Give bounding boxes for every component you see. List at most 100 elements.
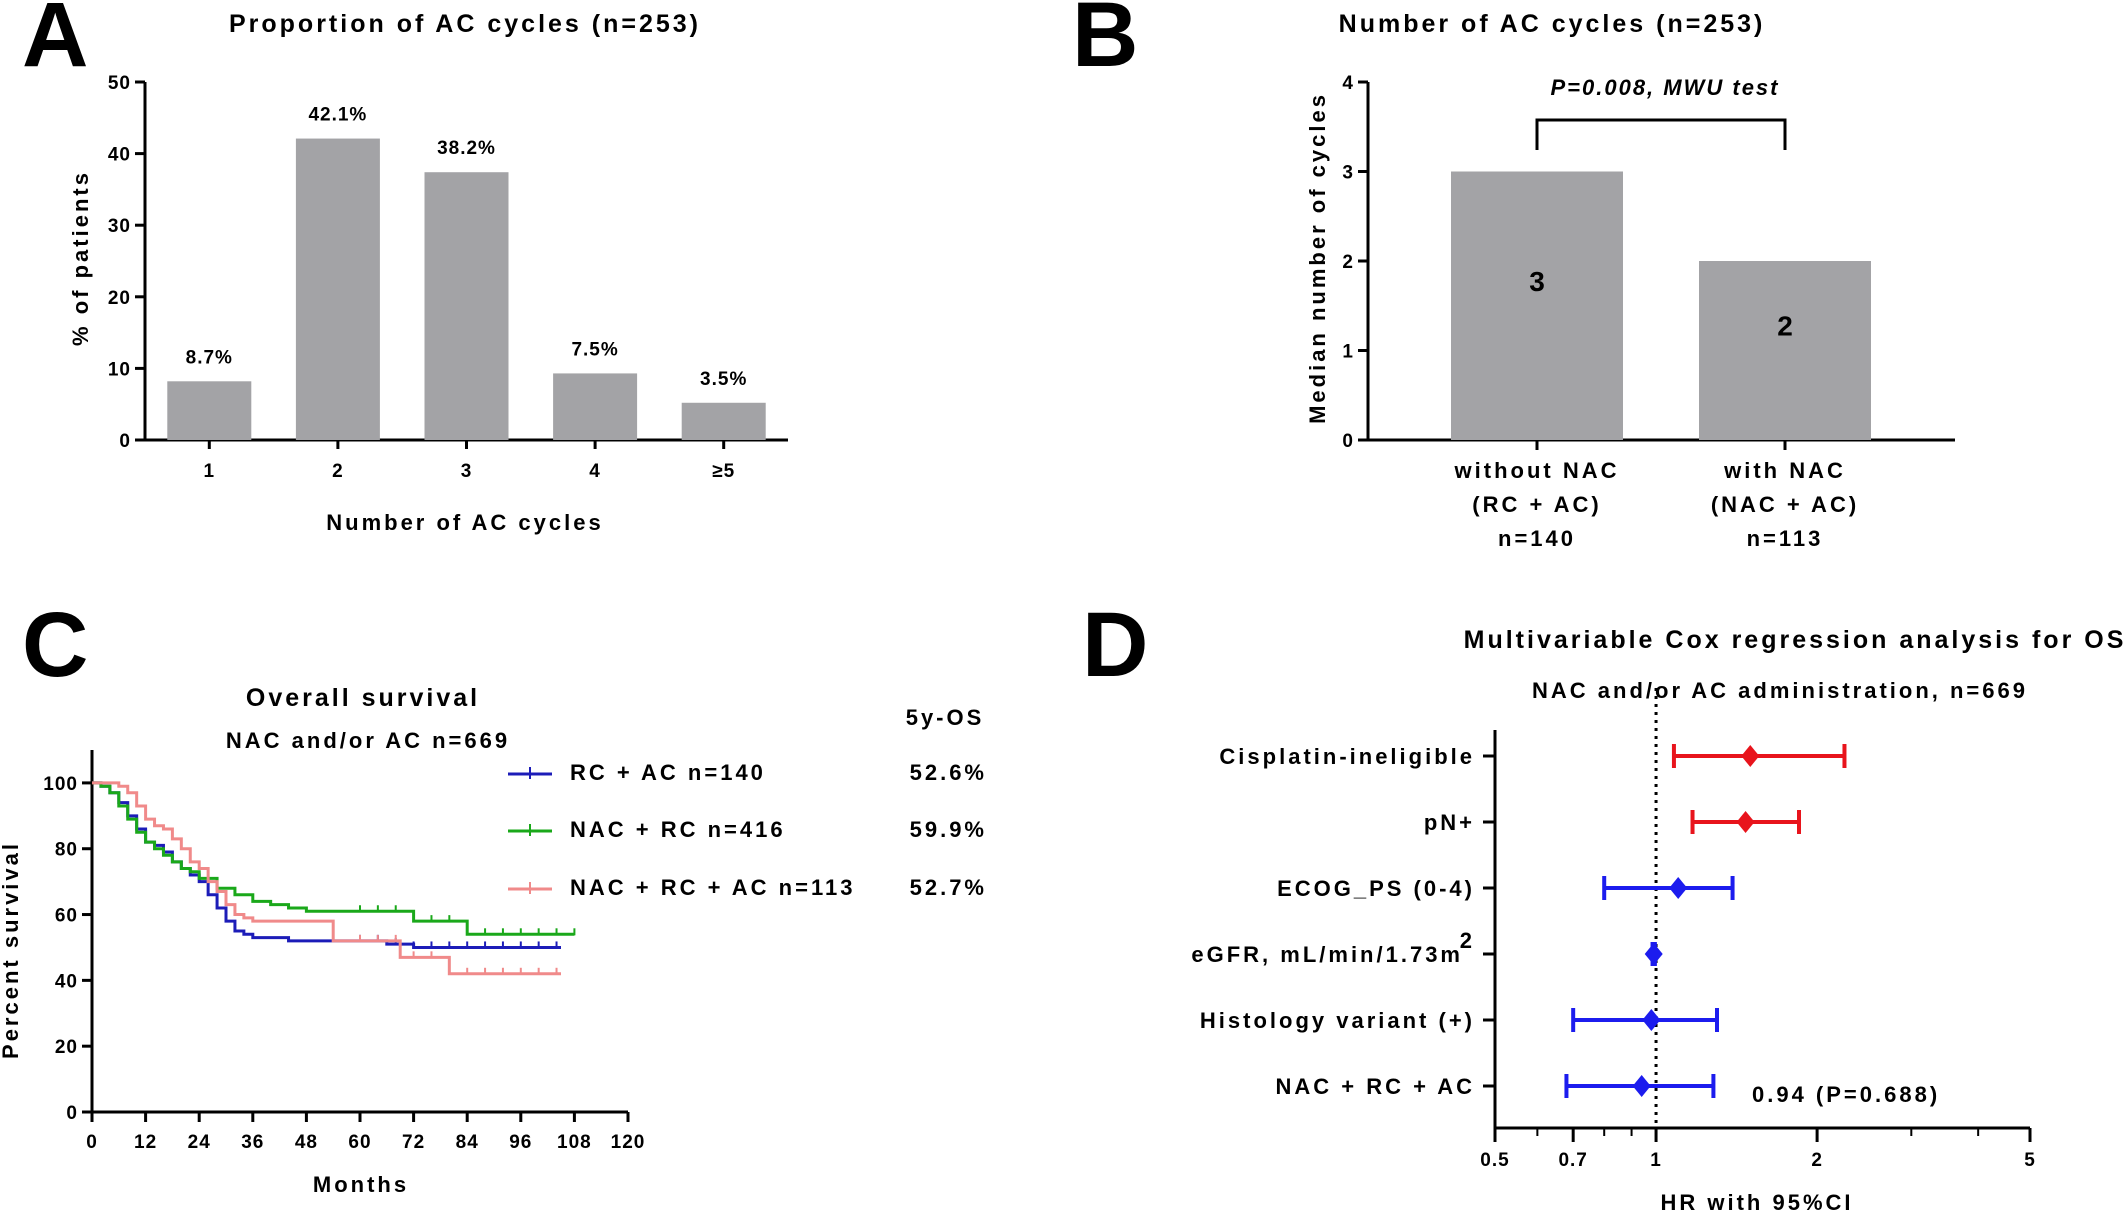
chart-d-plot: 0.5 0.7 1 2 5 Cisplatin-ineligible pN+ ECOG_PS … xyxy=(1191,688,2035,1171)
bar xyxy=(167,381,252,440)
row-label: NAC + RC + AC xyxy=(1275,1074,1475,1099)
chart-a-title: Proportion of AC cycles (n=253) xyxy=(229,10,701,38)
y-tick-label: 4 xyxy=(1342,73,1354,94)
os5y-value: 59.9% xyxy=(910,817,987,842)
x-tick-label: 2 xyxy=(332,461,344,482)
bar xyxy=(424,172,509,440)
y-tick-label: 3 xyxy=(1342,163,1354,184)
x-tick-label: 3 xyxy=(461,461,473,482)
chart-c-xlabel: Months xyxy=(313,1172,409,1197)
x-tick-label: 12 xyxy=(134,1132,157,1153)
bar xyxy=(295,138,380,440)
hr-point xyxy=(1642,1009,1661,1031)
survival-curve xyxy=(92,781,575,936)
x-tick-label: n=140 xyxy=(1498,526,1576,551)
hr-point xyxy=(1741,745,1760,767)
y-tick-label: 0 xyxy=(119,431,131,452)
chart-c-ylabel: Percent survival xyxy=(0,841,23,1059)
x-tick-label: 2 xyxy=(1811,1150,1823,1171)
row-label-superscript: 2 xyxy=(1460,928,1475,953)
data-label: 7.5% xyxy=(571,339,618,360)
y-tick-label: 40 xyxy=(55,971,78,992)
data-label: 3.5% xyxy=(700,369,747,390)
legend-label: NAC + RC n=416 xyxy=(570,817,786,842)
bar xyxy=(1699,261,1871,440)
data-label: 42.1% xyxy=(308,105,367,126)
x-tick-label: 96 xyxy=(509,1132,532,1153)
y-tick-label: 40 xyxy=(108,145,131,166)
y-tick-label: 50 xyxy=(108,73,131,94)
hr-point xyxy=(1669,877,1688,899)
x-tick-label: 1 xyxy=(1650,1150,1662,1171)
x-tick-label: 72 xyxy=(402,1132,425,1153)
x-tick-label: (RC + AC) xyxy=(1472,492,1601,517)
chart-d-title: Multivariable Cox regression analysis fo… xyxy=(1464,626,2127,654)
hr-point xyxy=(1736,811,1755,833)
os5y-value: 52.7% xyxy=(910,875,987,900)
row-label: eGFR, mL/min/1.73m xyxy=(1191,942,1463,967)
y-tick-label: 0 xyxy=(1342,431,1354,452)
row-label: ECOG_PS (0-4) xyxy=(1277,876,1475,901)
y-tick-label: 80 xyxy=(55,840,78,861)
panel-b: B Number of AC cycles (n=253) Median num… xyxy=(1072,0,1955,551)
row-label: pN+ xyxy=(1424,810,1475,835)
x-tick-label: 4 xyxy=(589,461,601,482)
x-tick-label: 0.7 xyxy=(1558,1150,1587,1171)
row-label: Cisplatin-ineligible xyxy=(1219,744,1475,769)
y-tick-label: 100 xyxy=(43,774,78,795)
x-tick-label: 0.5 xyxy=(1480,1150,1509,1171)
y-tick-label: 30 xyxy=(108,216,131,237)
panel-label-c: C xyxy=(22,594,88,696)
chart-d-annotation: 0.94 (P=0.688) xyxy=(1752,1082,1940,1107)
data-label: 3 xyxy=(1529,266,1545,297)
x-tick-label: 60 xyxy=(348,1132,371,1153)
chart-c-table-header: 5y-OS xyxy=(906,705,985,730)
y-tick-label: 0 xyxy=(66,1103,78,1124)
x-tick-label: 24 xyxy=(188,1132,211,1153)
x-tick-label: 48 xyxy=(295,1132,318,1153)
x-tick-label: 5 xyxy=(2024,1150,2036,1171)
survival-curve xyxy=(92,781,561,976)
bar xyxy=(681,402,766,440)
x-tick-label: 120 xyxy=(611,1132,646,1153)
chart-c-plot: 0 20 40 60 80 100 0 12 24 36 48 60 72 84 96 108 120 RC + … xyxy=(43,750,987,1153)
legend-label: NAC + RC + AC n=113 xyxy=(570,875,855,900)
chart-a-ylabel: % of patients xyxy=(68,170,93,346)
chart-b-ylabel: Median number of cycles xyxy=(1305,92,1330,424)
chart-b-title: Number of AC cycles (n=253) xyxy=(1339,10,1766,38)
x-tick-label: 36 xyxy=(241,1132,264,1153)
panel-label-a: A xyxy=(22,0,88,86)
y-tick-label: 20 xyxy=(55,1037,78,1058)
y-tick-label: 20 xyxy=(108,288,131,309)
x-tick-label: ≥5 xyxy=(712,461,735,482)
chart-a-xlabel: Number of AC cycles xyxy=(326,510,603,535)
chart-c-title: Overall survival xyxy=(246,684,480,712)
chart-d-xlabel: HR with 95%CI xyxy=(1660,1190,1853,1215)
x-tick-label: with NAC xyxy=(1723,458,1846,483)
x-tick-label: 108 xyxy=(557,1132,592,1153)
bar xyxy=(553,373,638,440)
survival-curve xyxy=(92,781,561,949)
x-tick-label: 84 xyxy=(456,1132,479,1153)
panel-a: A Proportion of AC cycles (n=253) % of p… xyxy=(22,0,788,535)
x-tick-label: 0 xyxy=(86,1132,98,1153)
os5y-value: 52.6% xyxy=(910,760,987,785)
chart-c-subtitle: NAC and/or AC n=669 xyxy=(226,728,510,753)
y-tick-label: 10 xyxy=(108,359,131,380)
x-tick-label: 1 xyxy=(204,461,216,482)
data-label: 2 xyxy=(1777,311,1793,342)
chart-d-subtitle: NAC and/or AC administration, n=669 xyxy=(1532,678,2028,703)
chart-b-plot: 0 1 2 3 4 3 without NAC (RC + AC) n=140 2 with NAC… xyxy=(1342,73,1955,551)
hr-point xyxy=(1644,943,1663,965)
y-tick-label: 60 xyxy=(55,906,78,927)
data-label: 8.7% xyxy=(186,347,233,368)
x-tick-label: without NAC xyxy=(1454,458,1620,483)
x-tick-label: (NAC + AC) xyxy=(1711,492,1859,517)
x-tick-label: n=113 xyxy=(1747,526,1824,551)
bar xyxy=(1451,171,1623,440)
y-tick-label: 2 xyxy=(1342,252,1354,273)
y-tick-label: 1 xyxy=(1342,342,1354,363)
panel-label-d: D xyxy=(1082,594,1148,696)
significance-bracket xyxy=(1535,118,1787,150)
